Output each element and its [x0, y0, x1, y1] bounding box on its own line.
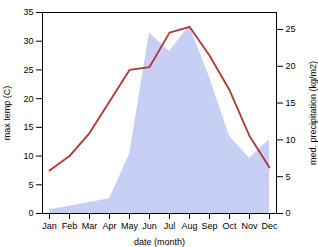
svg-text:25: 25: [286, 24, 296, 34]
svg-text:Jul: Jul: [164, 221, 176, 231]
svg-text:Mar: Mar: [82, 221, 98, 231]
svg-text:med. precipitation (kg/m2): med. precipitation (kg/m2): [308, 61, 318, 165]
svg-text:Oct: Oct: [222, 221, 237, 231]
svg-text:30: 30: [23, 36, 33, 46]
svg-text:5: 5: [28, 180, 33, 190]
svg-text:Apr: Apr: [102, 221, 116, 231]
svg-text:20: 20: [23, 94, 33, 104]
svg-text:15: 15: [286, 98, 296, 108]
svg-text:10: 10: [286, 135, 296, 145]
svg-text:5: 5: [286, 172, 291, 182]
svg-text:Jun: Jun: [142, 221, 157, 231]
svg-text:max temp (C): max temp (C): [2, 86, 12, 141]
svg-text:Sep: Sep: [201, 221, 217, 231]
svg-text:Nov: Nov: [241, 221, 258, 231]
svg-text:35: 35: [23, 7, 33, 17]
svg-text:Feb: Feb: [62, 221, 78, 231]
svg-text:Aug: Aug: [181, 221, 197, 231]
svg-text:0: 0: [28, 208, 33, 218]
svg-text:10: 10: [23, 151, 33, 161]
svg-text:0: 0: [286, 208, 291, 218]
svg-text:May: May: [121, 221, 139, 231]
svg-text:date (month): date (month): [134, 237, 185, 247]
svg-text:Dec: Dec: [261, 221, 278, 231]
svg-text:15: 15: [23, 122, 33, 132]
svg-text:20: 20: [286, 61, 296, 71]
svg-text:Jan: Jan: [42, 221, 57, 231]
svg-text:25: 25: [23, 65, 33, 75]
